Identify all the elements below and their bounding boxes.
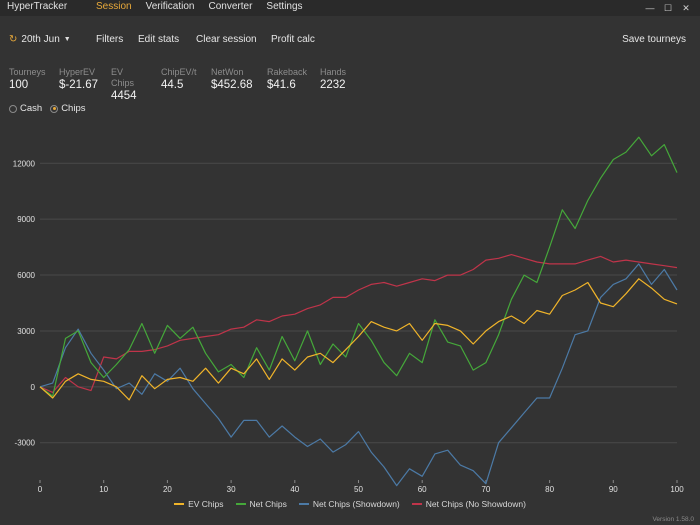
legend-item[interactable]: EV Chips [174,499,224,509]
y-tick-label: 3000 [17,327,35,336]
stat-tourneys: Tourneys 100 [9,67,46,103]
stat-rakeback: Rakeback $41.6 [267,67,307,103]
y-tick-label: 9000 [17,215,35,224]
profit-calc-button[interactable]: Profit calc [271,34,315,45]
menu-item-settings[interactable]: Settings [266,1,303,12]
stat-label: ChipEV/t [161,67,197,77]
chips-radio-label: Chips [61,103,86,114]
minimize-icon[interactable]: — [645,3,655,13]
legend-item[interactable]: Net Chips (Showdown) [298,499,400,509]
y-tick-label: -3000 [15,439,36,448]
refresh-icon[interactable]: ↻ [9,34,18,45]
legend-item[interactable]: Net Chips (No Showdown) [411,499,526,509]
date-selector[interactable]: ↻ 20th Jun ▼ [9,34,71,45]
legend-swatch [411,503,422,505]
app-name: HyperTracker [7,1,68,12]
chips-radio[interactable]: Chips [50,103,85,114]
x-tick-label: 70 [481,485,490,494]
stat-label: EV Chips [111,67,135,88]
stat-label: NetWon [211,67,244,77]
stat-value: 2232 [320,79,346,91]
stat-value: 100 [9,79,29,91]
caret-down-icon: ▼ [63,36,71,43]
legend-label: Net Chips [249,499,287,509]
x-tick-label: 90 [609,485,618,494]
y-tick-label: 12000 [13,159,36,168]
stat-value: 44.5 [161,79,184,91]
cash-radio-label: Cash [20,103,43,114]
clear-session-button[interactable]: Clear session [196,34,257,45]
version-label: Version 1.58.0 [652,516,694,523]
x-tick-label: 80 [545,485,554,494]
legend-swatch [235,503,246,505]
menu-item-session[interactable]: Session [96,1,132,12]
series-line-net-chips-showdown [39,263,678,487]
x-tick-label: 40 [290,485,299,494]
series-line-ev-chips [39,278,678,401]
mode-radio-group: Cash Chips [9,103,93,114]
radio-unchecked-icon [9,104,17,113]
y-tick-label: 6000 [17,271,35,280]
filters-button[interactable]: Filters [96,34,124,45]
menu-item-verification[interactable]: Verification [145,1,195,12]
x-tick-label: 10 [99,485,108,494]
save-tourneys-button[interactable]: Save tourneys [622,34,686,45]
radio-checked-icon [50,104,59,113]
stat-chipev-per-tourney: ChipEV/t 44.5 [161,67,198,103]
stat-ev-chips: EV Chips 4454 [111,67,148,103]
date-label: 20th Jun [21,34,60,45]
stat-label: Rakeback [267,67,308,77]
x-tick-label: 0 [38,485,43,494]
stat-value: 4454 [111,90,137,102]
stat-netwon: NetWon $452.68 [211,67,254,103]
menu-item-converter[interactable]: Converter [208,1,253,12]
legend-swatch [174,503,185,505]
legend-label: Net Chips (Showdown) [312,499,400,509]
x-tick-label: 100 [670,485,684,494]
y-tick-label: 0 [31,383,36,392]
chart-legend: EV Chips Net Chips Net Chips (Showdown) Net… [0,499,700,509]
x-tick-label: 60 [418,485,427,494]
legend-swatch [298,503,309,505]
title-bar: HyperTracker Session Verification Conver… [0,0,700,16]
stats-panel: Tourneys 100 HyperEV $-21.67 EV Chips 44… [9,67,363,103]
legend-label: EV Chips [188,499,224,509]
x-tick-label: 50 [354,485,363,494]
stat-value: $41.6 [267,79,296,91]
stat-value: $452.68 [211,79,253,91]
window-controls: — ☐ ✕ [640,0,694,16]
close-icon[interactable]: ✕ [682,2,690,13]
maximize-icon[interactable]: ☐ [663,2,673,13]
stat-label: Tourneys [9,67,46,77]
session-chart: -3000 0 3000 6000 9000 12000 0 10 20 30 40 50 60 70 80… [13,136,684,494]
cash-radio[interactable]: Cash [9,103,42,114]
x-tick-label: 20 [163,485,172,494]
toolbar: ↻ 20th Jun ▼ Filters Edit stats Clear se… [0,30,700,52]
x-tick-label: 30 [227,485,236,494]
legend-label: Net Chips (No Showdown) [425,499,526,509]
stat-value: $-21.67 [59,79,99,91]
stat-label: HyperEV [59,67,96,77]
stat-hands: Hands 2232 [320,67,350,103]
stat-hyperev: HyperEV $-21.67 [59,67,98,103]
series-line-net-chips-no-showdown [39,254,678,393]
series-line-net-chips [39,136,678,397]
main-menu: Session Verification Converter Settings [96,1,317,12]
legend-item[interactable]: Net Chips [235,499,287,509]
edit-stats-button[interactable]: Edit stats [138,34,180,45]
stat-label: Hands [320,67,347,77]
